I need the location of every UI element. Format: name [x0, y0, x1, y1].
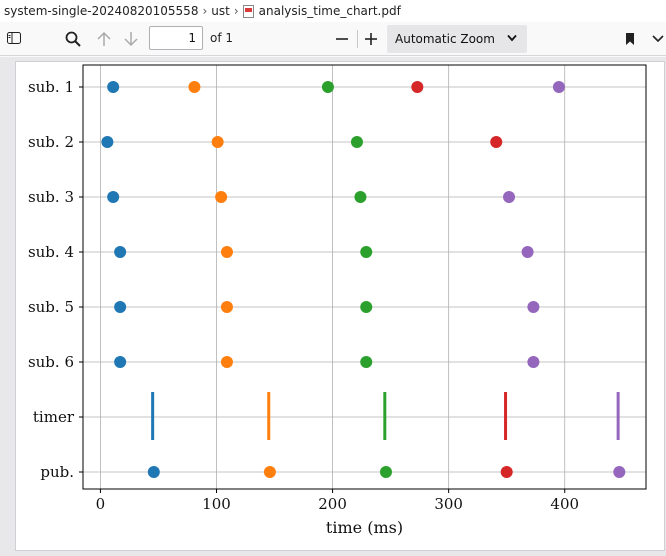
data-point	[101, 136, 114, 148]
data-point	[490, 136, 503, 148]
y-tick-label: sub. 2	[28, 133, 74, 151]
next-page-button[interactable]	[121, 28, 141, 50]
pdf-page: sub. 1 sub. 2 sub. 3 sub. 4 sub. 5 sub. 6 time…	[16, 62, 664, 550]
zoom-select[interactable]: Automatic Zoom	[387, 25, 527, 53]
data-point	[379, 466, 392, 478]
data-point	[521, 246, 534, 258]
data-point	[360, 356, 373, 368]
data-point	[350, 136, 363, 148]
search-icon	[65, 31, 81, 47]
data-point	[360, 301, 373, 313]
y-tick-label: sub. 3	[28, 188, 74, 206]
data-point	[114, 246, 127, 258]
data-point	[613, 466, 626, 478]
pdf-file-icon	[242, 4, 254, 18]
bookmark-icon	[626, 33, 634, 45]
chevron-right-icon: ›	[233, 4, 239, 18]
data-point	[552, 81, 565, 93]
pdf-viewer-area[interactable]: sub. 1 sub. 2 sub. 3 sub. 4 sub. 5 sub. 6 time…	[0, 57, 666, 556]
data-point	[360, 246, 373, 258]
x-axis-label: time (ms)	[326, 518, 403, 537]
more-tools-button[interactable]	[650, 28, 666, 50]
page-count-label: of 1	[210, 31, 234, 45]
data-point	[411, 81, 424, 93]
bookmark-button[interactable]	[620, 28, 640, 50]
plot-frame	[82, 64, 647, 490]
sidebar-toggle-button[interactable]	[4, 28, 24, 48]
plus-icon	[365, 33, 377, 45]
zoom-select-value: Automatic Zoom	[395, 32, 495, 46]
y-tick-label: timer	[33, 408, 75, 426]
data-point	[500, 466, 513, 478]
x-tick-label: 100	[202, 495, 231, 513]
data-point	[215, 191, 228, 203]
x-tick-label: 400	[550, 495, 579, 513]
data-point	[527, 301, 540, 313]
data-point	[503, 191, 516, 203]
scatter-chart: sub. 1 sub. 2 sub. 3 sub. 4 sub. 5 sub. 6 time…	[28, 64, 647, 537]
minus-icon	[336, 38, 348, 40]
data-point	[147, 466, 160, 478]
breadcrumb-item-subfolder[interactable]: ust	[211, 4, 230, 18]
zoom-in-button[interactable]	[361, 28, 381, 50]
x-tick-label: 300	[434, 495, 463, 513]
data-point	[527, 356, 540, 368]
data-point	[114, 356, 127, 368]
data-point	[114, 301, 127, 313]
y-tick-label: sub. 1	[28, 78, 74, 96]
sidebar-toggle-icon	[7, 32, 21, 44]
more-icon	[652, 35, 664, 43]
breadcrumb: system-single-20240820105558 › ust › ana…	[0, 0, 666, 22]
x-tick-label: 0	[96, 495, 106, 513]
y-tick-label: sub. 5	[28, 298, 74, 316]
x-tick-label: 200	[318, 495, 347, 513]
chevron-right-icon: ›	[202, 4, 208, 18]
y-tick-label: pub.	[40, 463, 74, 481]
breadcrumb-item-file[interactable]: analysis_time_chart.pdf	[258, 4, 401, 18]
chevron-down-icon	[507, 34, 517, 42]
breadcrumb-item-folder[interactable]: system-single-20240820105558	[4, 4, 199, 18]
data-point	[220, 301, 233, 313]
pdf-toolbar: of 1 Automatic Zoom	[0, 22, 666, 56]
arrow-up-icon	[97, 31, 111, 46]
previous-page-button[interactable]	[94, 28, 114, 50]
data-point	[354, 191, 367, 203]
y-tick-label: sub. 4	[28, 243, 74, 261]
page-number-input[interactable]	[149, 26, 203, 50]
data-point	[107, 191, 120, 203]
y-tick-label: sub. 6	[28, 353, 74, 371]
zoom-out-button[interactable]	[332, 28, 352, 50]
arrow-down-icon	[124, 32, 138, 47]
data-point	[107, 81, 120, 93]
data-point	[211, 136, 224, 148]
data-point	[220, 356, 233, 368]
data-point	[321, 81, 334, 93]
find-button[interactable]	[62, 28, 84, 50]
data-point	[263, 466, 276, 478]
data-point	[188, 81, 201, 93]
toolbar-divider	[357, 30, 358, 48]
data-point	[220, 246, 233, 258]
